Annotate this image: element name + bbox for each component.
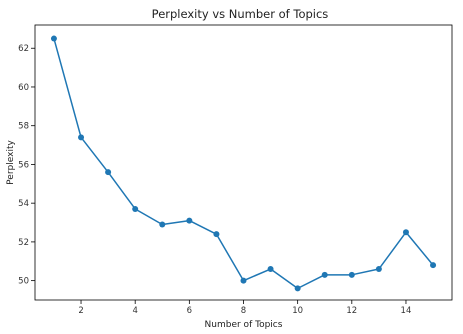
series-layer — [50, 35, 437, 292]
y-tick-label: 50 — [18, 277, 29, 287]
x-tick-label: 10 — [292, 306, 303, 316]
series-line — [53, 38, 434, 290]
data-point — [105, 169, 112, 176]
data-point — [430, 262, 437, 269]
x-axis-label: Number of Topics — [205, 320, 283, 330]
y-tick-label: 52 — [18, 238, 29, 248]
data-point — [375, 266, 382, 273]
y-axis-ticks: 50 52 54 56 58 60 62 — [18, 44, 35, 287]
x-tick-label: 12 — [346, 306, 357, 316]
data-point — [213, 231, 220, 238]
y-tick-label: 60 — [18, 83, 29, 93]
y-tick-label: 56 — [18, 160, 29, 170]
data-point — [348, 271, 355, 278]
x-tick-label: 6 — [187, 306, 192, 316]
x-tick-label: 2 — [78, 306, 83, 316]
data-point — [78, 134, 85, 141]
data-point — [186, 217, 193, 224]
data-point — [50, 35, 57, 42]
data-point — [159, 221, 166, 228]
y-tick-label: 54 — [18, 199, 29, 209]
y-tick-label: 58 — [18, 122, 29, 132]
data-point — [267, 266, 274, 273]
data-point — [294, 285, 301, 292]
chart-title: Perplexity vs Number of Topics — [152, 7, 329, 21]
data-point — [321, 271, 328, 278]
x-tick-label: 14 — [401, 306, 412, 316]
x-tick-label: 8 — [241, 306, 246, 316]
plot-area-frame — [34, 24, 453, 301]
y-axis-label: Perplexity — [6, 140, 16, 185]
x-axis-ticks: 2 4 6 8 10 12 14 — [78, 300, 411, 316]
y-tick-label: 62 — [18, 44, 29, 54]
data-point — [240, 277, 247, 284]
data-point — [132, 205, 139, 212]
x-tick-label: 4 — [132, 306, 137, 316]
data-point — [402, 229, 409, 236]
